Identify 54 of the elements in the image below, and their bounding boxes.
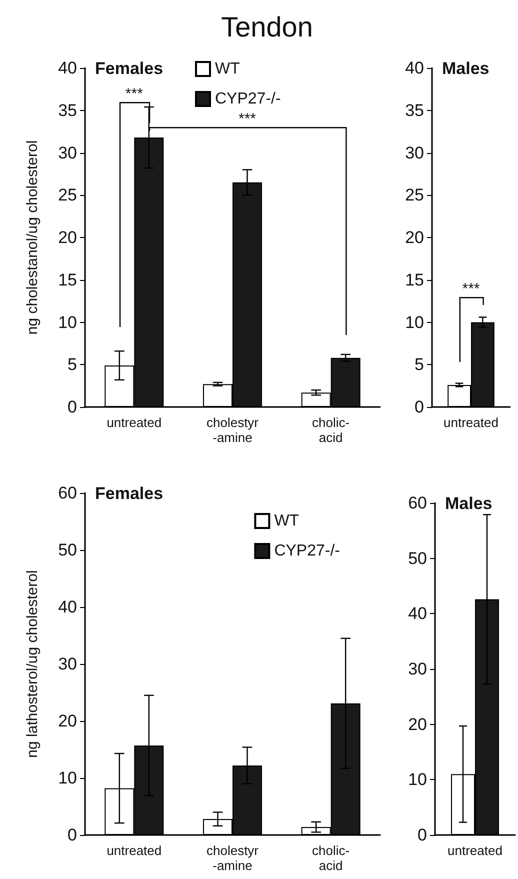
annotation: Females bbox=[95, 59, 164, 78]
y-tick-label: 30 bbox=[408, 660, 427, 678]
y-tick-label: 10 bbox=[58, 312, 77, 332]
y-tick-label: 30 bbox=[58, 143, 77, 162]
y-tick-label: 25 bbox=[405, 186, 424, 205]
y-tick-label: 35 bbox=[405, 100, 424, 120]
x-tick-label: cholic- acid bbox=[312, 415, 350, 445]
legend-label: CYP27-/- bbox=[274, 542, 340, 560]
x-tick-label: cholestyr -amine bbox=[206, 843, 260, 873]
legend-label: WT bbox=[215, 60, 240, 78]
y-tick-label: 40 bbox=[405, 58, 424, 78]
x-tick-label: untreated bbox=[444, 415, 498, 430]
annotation: *** bbox=[125, 86, 144, 102]
y-tick-label: 40 bbox=[58, 58, 77, 78]
y-tick-label: 40 bbox=[408, 604, 427, 624]
y-tick-label: 25 bbox=[58, 186, 77, 205]
x-tick-label: cholic- acid bbox=[312, 843, 350, 873]
y-axis-title: ng lathosterol/ug cholesterol bbox=[24, 570, 41, 758]
y-tick-label: 30 bbox=[58, 654, 77, 674]
y-tick-label: 10 bbox=[408, 770, 427, 790]
legend-label: WT bbox=[274, 512, 300, 530]
annotation: Males bbox=[445, 494, 492, 513]
x-tick-label: cholestyr -amine bbox=[206, 415, 260, 445]
y-tick-label: 5 bbox=[68, 355, 77, 374]
y-tick-label: 30 bbox=[405, 143, 424, 162]
x-tick-label: untreated bbox=[106, 415, 162, 430]
y-tick-label: 60 bbox=[408, 494, 427, 512]
y-tick-label: 15 bbox=[405, 270, 424, 290]
y-tick-label: 50 bbox=[408, 548, 427, 568]
chart-title: Tendon bbox=[221, 12, 313, 42]
annotation: Females bbox=[95, 484, 164, 503]
annotation: *** bbox=[238, 110, 256, 128]
y-tick-label: 20 bbox=[405, 228, 424, 247]
y-tick-label: 5 bbox=[414, 355, 424, 374]
y-tick-label: 35 bbox=[58, 100, 77, 120]
y-tick-label: 0 bbox=[418, 826, 427, 844]
y-tick-label: 0 bbox=[414, 398, 424, 416]
annotation: Males bbox=[442, 59, 490, 78]
y-tick-label: 15 bbox=[58, 270, 77, 290]
annotation: *** bbox=[462, 280, 480, 298]
y-tick-label: 50 bbox=[58, 540, 77, 560]
y-tick-label: 20 bbox=[58, 228, 77, 247]
y-tick-label: 10 bbox=[58, 768, 77, 788]
y-tick-label: 0 bbox=[68, 826, 77, 844]
y-tick-label: 20 bbox=[408, 714, 427, 734]
y-axis-title: ng cholestanol/ug cholesterol bbox=[24, 140, 41, 335]
y-tick-label: 10 bbox=[405, 312, 424, 332]
y-tick-label: 20 bbox=[58, 712, 77, 730]
legend-label: CYP27-/- bbox=[215, 90, 281, 108]
y-tick-label: 60 bbox=[58, 484, 77, 502]
x-tick-label: untreated bbox=[448, 843, 502, 858]
x-tick-label: untreated bbox=[106, 843, 162, 858]
y-tick-label: 0 bbox=[68, 398, 77, 416]
y-tick-label: 40 bbox=[58, 598, 77, 616]
